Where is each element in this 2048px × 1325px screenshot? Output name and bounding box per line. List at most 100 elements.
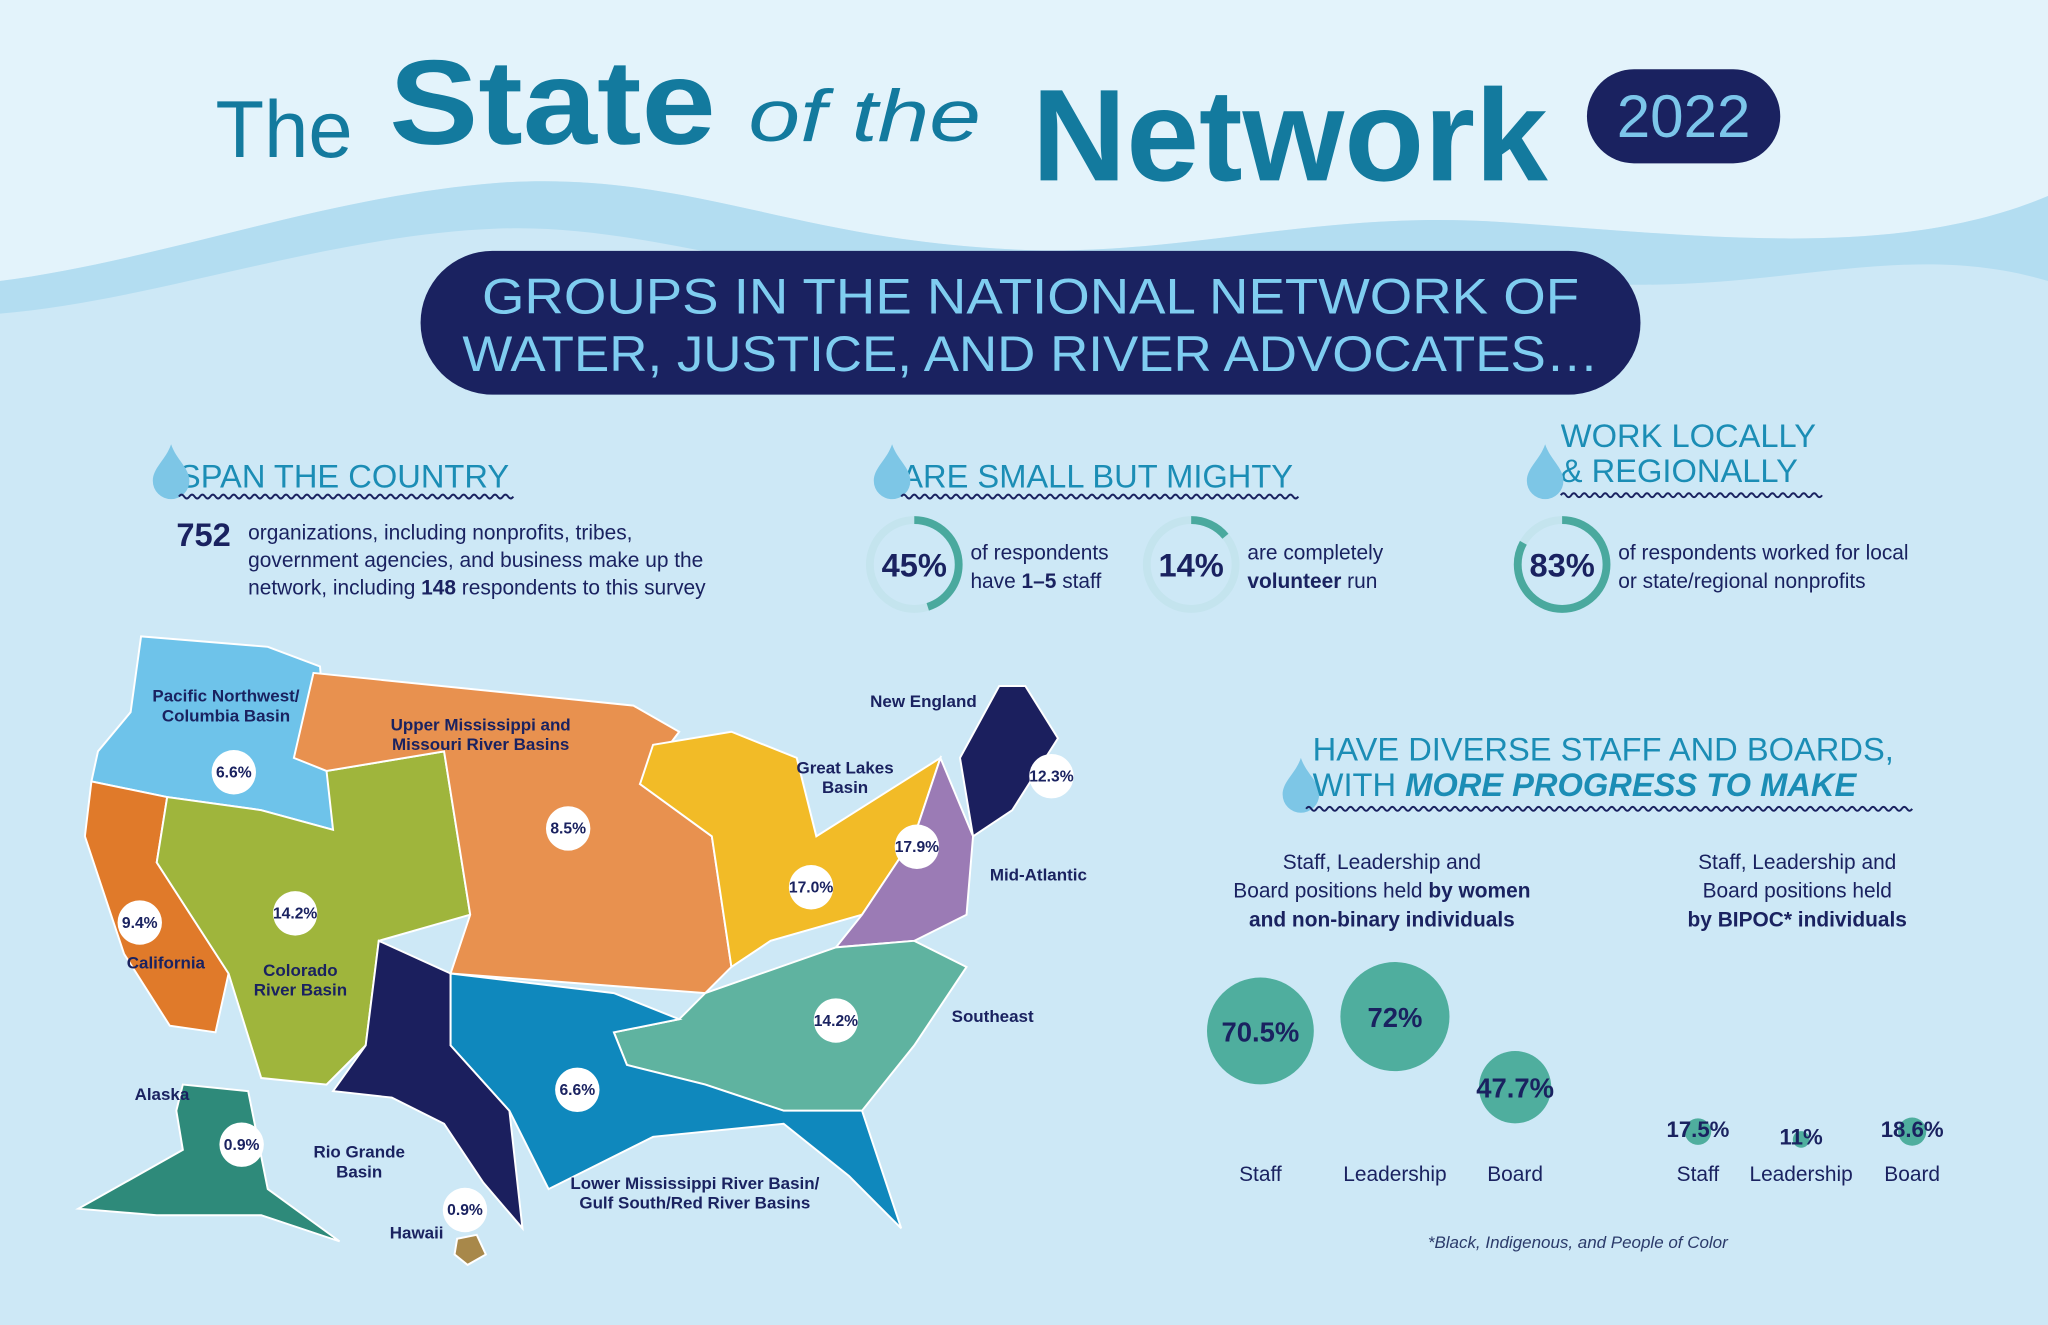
- text-segment: by BIPOC* individuals: [1688, 908, 1907, 931]
- heading-underline: [178, 493, 515, 500]
- region-name: Alaska: [135, 1085, 190, 1104]
- text-segment: Staff, Leadership and: [1283, 851, 1481, 874]
- section-heading: & REGIONALLY: [1561, 452, 1798, 489]
- region-share-badge: [545, 806, 591, 851]
- region-share-badge: [1029, 753, 1074, 799]
- region-share-badge: [117, 900, 162, 945]
- text-segment: government agencies, and business make u…: [248, 549, 703, 572]
- region-share: 14.2%: [273, 906, 317, 923]
- year: 2022: [1617, 83, 1751, 150]
- region-name: Mid-Atlantic: [990, 866, 1087, 885]
- title-of-the: of the: [748, 75, 980, 157]
- region-share: 6.6%: [559, 1082, 595, 1099]
- text-segment: by women: [1428, 880, 1530, 903]
- bubble-category: Leadership: [1343, 1163, 1446, 1186]
- bubble: [1898, 1117, 1927, 1146]
- text-line: Staff, Leadership and: [1698, 851, 1896, 874]
- section-heading: SPAN THE COUNTRY: [179, 457, 509, 494]
- bubble-label: 70.5%: [1222, 1016, 1300, 1047]
- text-segment: respondents to this survey: [456, 577, 706, 600]
- donut-label: 14%: [1159, 546, 1224, 583]
- bubble-label: 11%: [1780, 1125, 1823, 1150]
- region-name: Southeast: [952, 1007, 1034, 1026]
- water-drop: [873, 444, 911, 500]
- year-pill: [1586, 69, 1781, 164]
- bubble: [1207, 977, 1314, 1085]
- bubble-category: Leadership: [1749, 1163, 1852, 1186]
- region-share: 17.9%: [895, 839, 939, 856]
- text-line: have 1–5 staff: [970, 570, 1101, 593]
- donut-arc: [1513, 516, 1611, 613]
- region-name: Hawaii: [390, 1224, 444, 1243]
- text-segment: network, including: [248, 577, 421, 600]
- title-state: State: [389, 36, 716, 170]
- text-segment: WITH: [1313, 766, 1405, 803]
- text-segment: of respondents: [970, 541, 1108, 564]
- text-segment: Board positions held: [1233, 880, 1428, 903]
- region-share: 0.9%: [447, 1202, 483, 1219]
- region-share-badge: [272, 891, 318, 936]
- heading-underline: [900, 493, 1300, 500]
- text-segment: organizations, including nonprofits, tri…: [248, 522, 632, 545]
- water-drop: [1526, 444, 1564, 500]
- text-line: by BIPOC* individuals: [1688, 908, 1907, 931]
- footnote: *Black, Indigenous, and People of Color: [1428, 1233, 1729, 1252]
- region-share: 8.5%: [550, 821, 586, 838]
- text-line: government agencies, and business make u…: [248, 549, 703, 572]
- bubble: [1684, 1118, 1712, 1145]
- region-share: 17.0%: [789, 879, 833, 896]
- wave-top: [0, 0, 2048, 281]
- map: Pacific Northwest/Columbia Basin 6.6% Cali…: [75, 635, 1087, 1267]
- text-line: network, including 148 respondents to th…: [248, 577, 706, 600]
- section-heading: WORK LOCALLY: [1561, 417, 1816, 454]
- region-share: 14.2%: [814, 1013, 858, 1030]
- region-share: 12.3%: [1029, 768, 1073, 785]
- banner-line: GROUPS IN THE NATIONAL NETWORK OF: [482, 269, 1579, 325]
- text-segment: have: [970, 570, 1021, 593]
- text-line: volunteer run: [1247, 570, 1377, 593]
- region-name: Pacific Northwest/: [152, 687, 299, 706]
- region-share-badge: [813, 998, 859, 1043]
- text-segment: 1–5: [1022, 570, 1057, 593]
- region-share: 9.4%: [122, 915, 158, 932]
- region-shape: [958, 685, 1060, 838]
- region-name: Columbia Basin: [162, 706, 290, 725]
- region-name: Great Lakes: [796, 759, 893, 778]
- text-segment: 148: [421, 577, 456, 600]
- heading-underline: [1305, 805, 1913, 812]
- bubble-label: 72%: [1367, 1002, 1422, 1033]
- text-segment: are completely: [1247, 541, 1383, 564]
- text-segment: Staff, Leadership and: [1698, 851, 1896, 874]
- region-name: River Basin: [254, 981, 347, 1000]
- text-line: of respondents worked for local: [1618, 541, 1908, 564]
- bubble-category: Staff: [1677, 1163, 1720, 1186]
- region-share-badge: [555, 1067, 600, 1113]
- heading-underline: [1560, 492, 1823, 499]
- region-shape: [449, 972, 903, 1229]
- water-drop: [1282, 757, 1320, 813]
- water-drop: [152, 444, 190, 500]
- text-segment: of respondents worked for local: [1618, 541, 1908, 564]
- text-line: of respondents: [970, 541, 1108, 564]
- banner-line: WATER, JUSTICE, AND RIVER ADVOCATES…: [462, 326, 1598, 382]
- text-line: organizations, including nonprofits, tri…: [248, 522, 632, 545]
- region-share: 6.6%: [216, 764, 252, 781]
- title-network: Network: [1032, 62, 1548, 208]
- text-line: Board positions held: [1703, 880, 1892, 903]
- bubble: [1340, 962, 1450, 1072]
- text-line: HAVE DIVERSE STAFF AND BOARDS,: [1313, 730, 1894, 767]
- region-share-badge: [442, 1187, 488, 1233]
- text-line: WITH MORE PROGRESS TO MAKE: [1313, 766, 1858, 803]
- bubble-category: Board: [1487, 1163, 1543, 1186]
- text-line: Staff, Leadership and: [1283, 851, 1481, 874]
- text-line: or state/regional nonprofits: [1618, 570, 1865, 593]
- bubble-category: Staff: [1239, 1163, 1282, 1186]
- region-share-badge: [219, 1122, 264, 1167]
- text-segment: run: [1341, 570, 1377, 593]
- donut-label: 83%: [1529, 546, 1594, 583]
- text-segment: volunteer: [1247, 570, 1341, 593]
- text-line: are completely: [1247, 541, 1383, 564]
- region-name: Upper Mississippi and: [391, 715, 571, 734]
